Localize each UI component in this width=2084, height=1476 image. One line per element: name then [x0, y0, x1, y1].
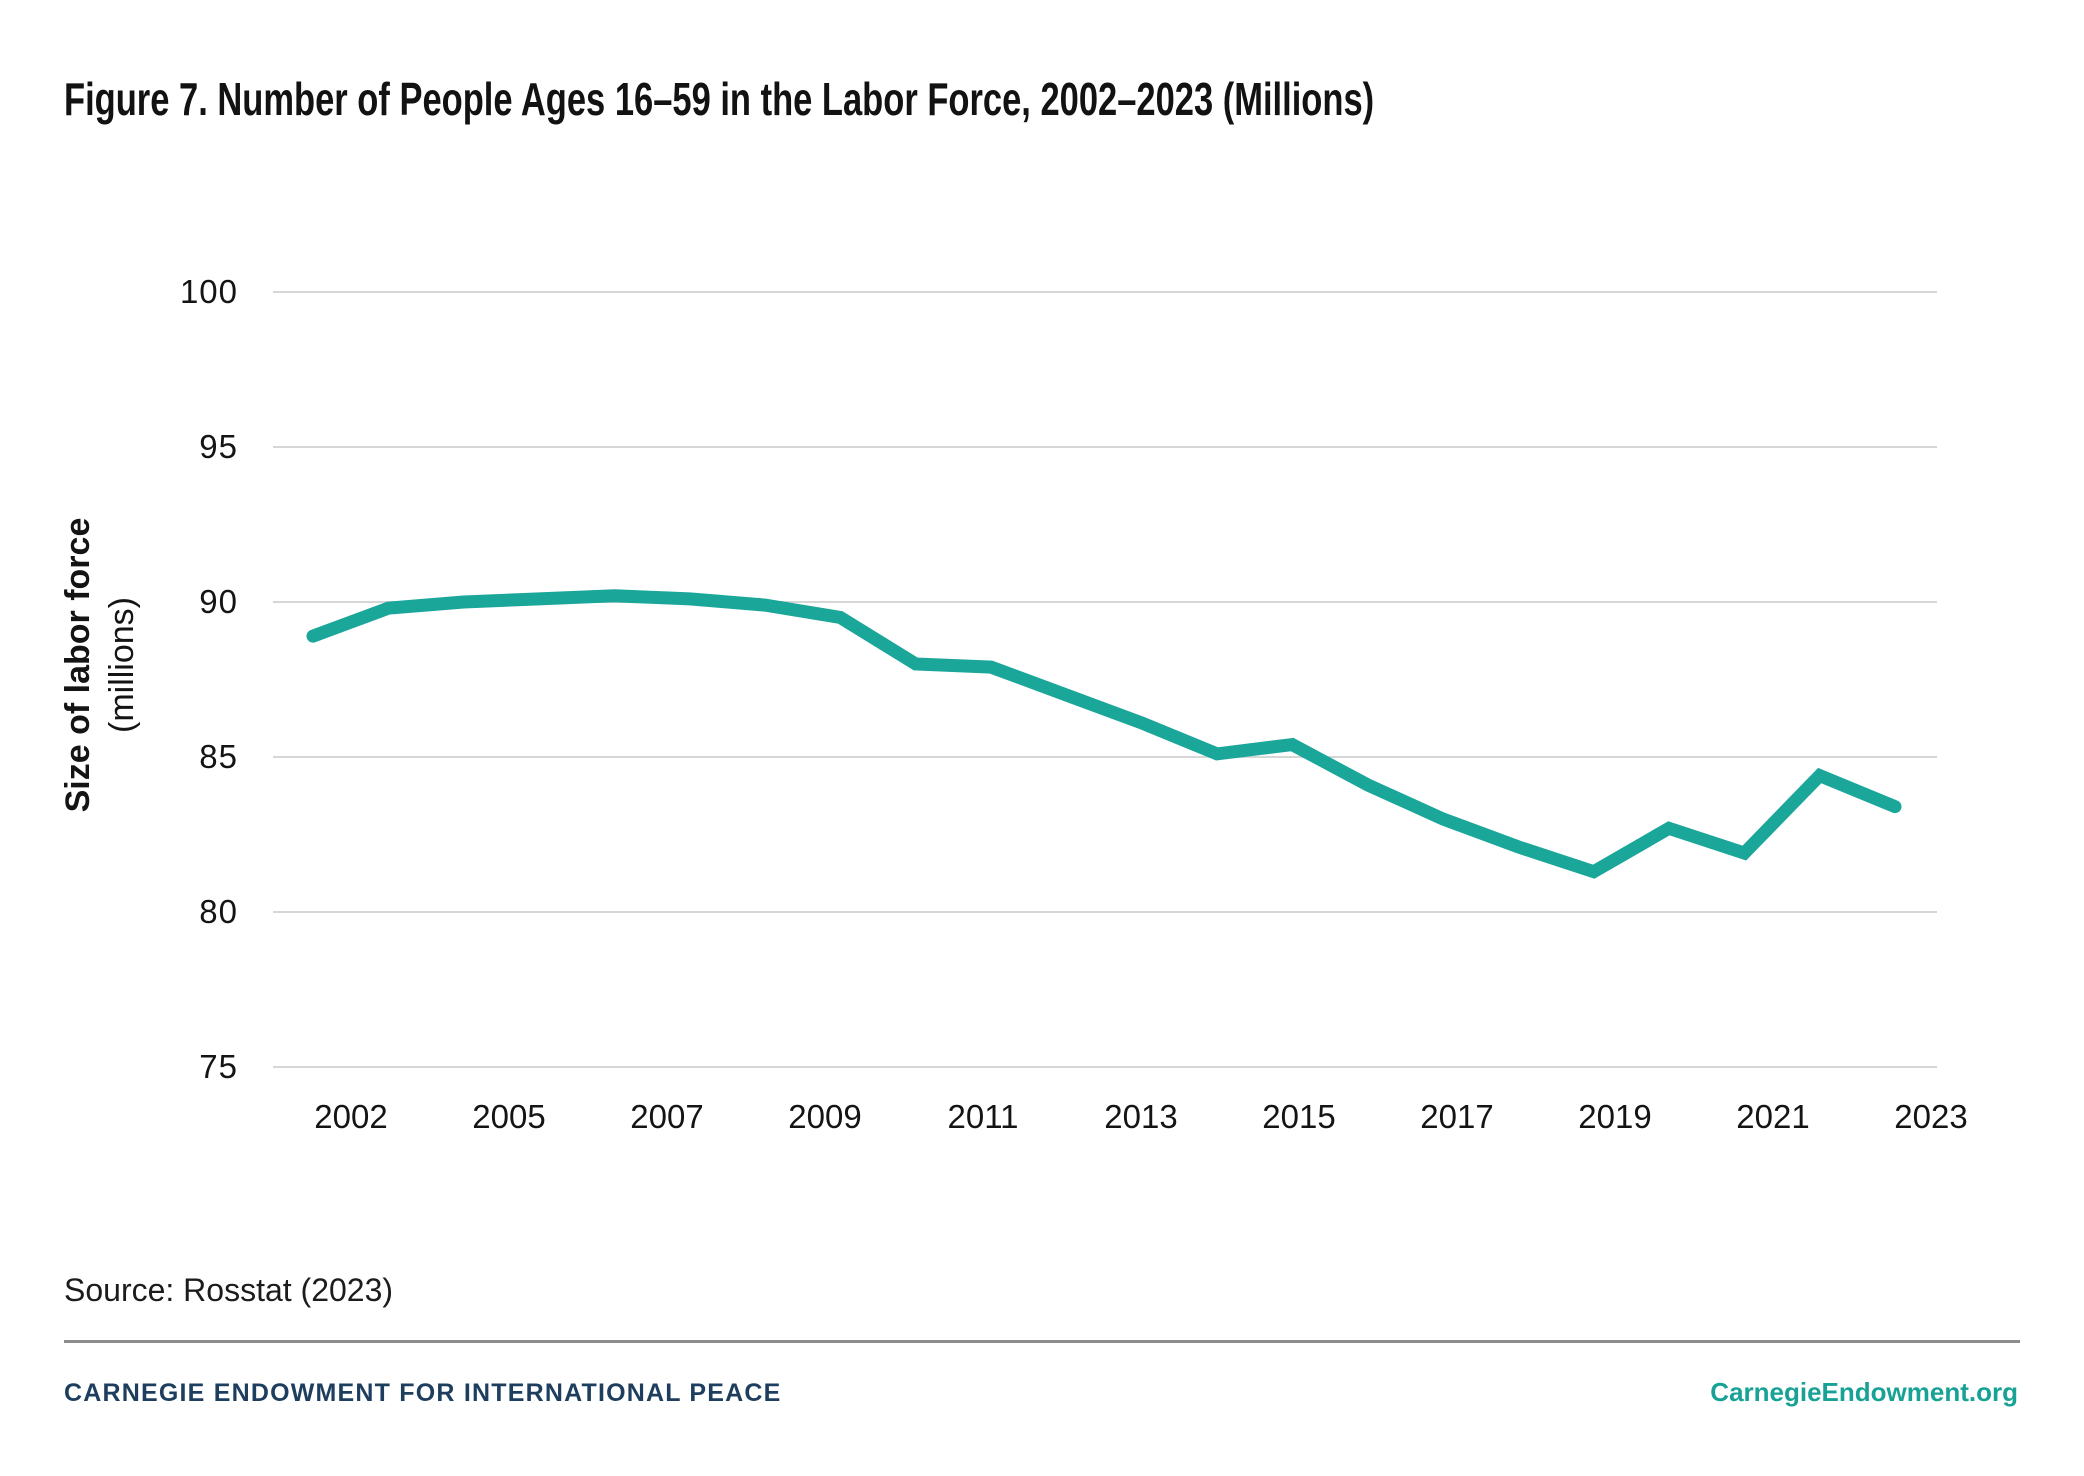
y-tick-label: 80	[199, 893, 238, 930]
x-tick-label: 2023	[1894, 1098, 1968, 1135]
x-tick-label: 2005	[472, 1098, 546, 1135]
footer-org-name: CARNEGIE ENDOWMENT FOR INTERNATIONAL PEA…	[64, 1379, 782, 1407]
labor-force-line	[306, 589, 1902, 879]
footer-divider	[64, 1340, 2020, 1343]
y-tick-label: 100	[179, 273, 238, 310]
y-tick-label: 75	[199, 1048, 238, 1085]
x-tick-label: 2015	[1262, 1098, 1336, 1135]
y-tick-label: 85	[199, 738, 238, 775]
x-tick-label: 2011	[947, 1098, 1019, 1135]
x-tick-label: 2013	[1104, 1098, 1178, 1135]
y-tick-label: 90	[199, 583, 238, 620]
x-tick-label: 2007	[630, 1098, 704, 1135]
x-tick-label: 2009	[788, 1098, 862, 1135]
x-tick-label: 2021	[1736, 1098, 1810, 1135]
x-tick-label: 2017	[1420, 1098, 1494, 1135]
footer-website-text: CarnegieEndowment.org	[1710, 1377, 2018, 1407]
x-tick-label: 2002	[314, 1098, 388, 1135]
gridlines	[273, 291, 1937, 1068]
y-axis-title-text: Size of labor force	[59, 517, 97, 813]
chart-title: Figure 7. Number of People Ages 16–59 in…	[64, 73, 1375, 125]
y-tick-label: 95	[199, 428, 238, 465]
x-tick-label: 2019	[1578, 1098, 1652, 1135]
source-note: Source: Rosstat (2023)	[64, 1272, 394, 1308]
